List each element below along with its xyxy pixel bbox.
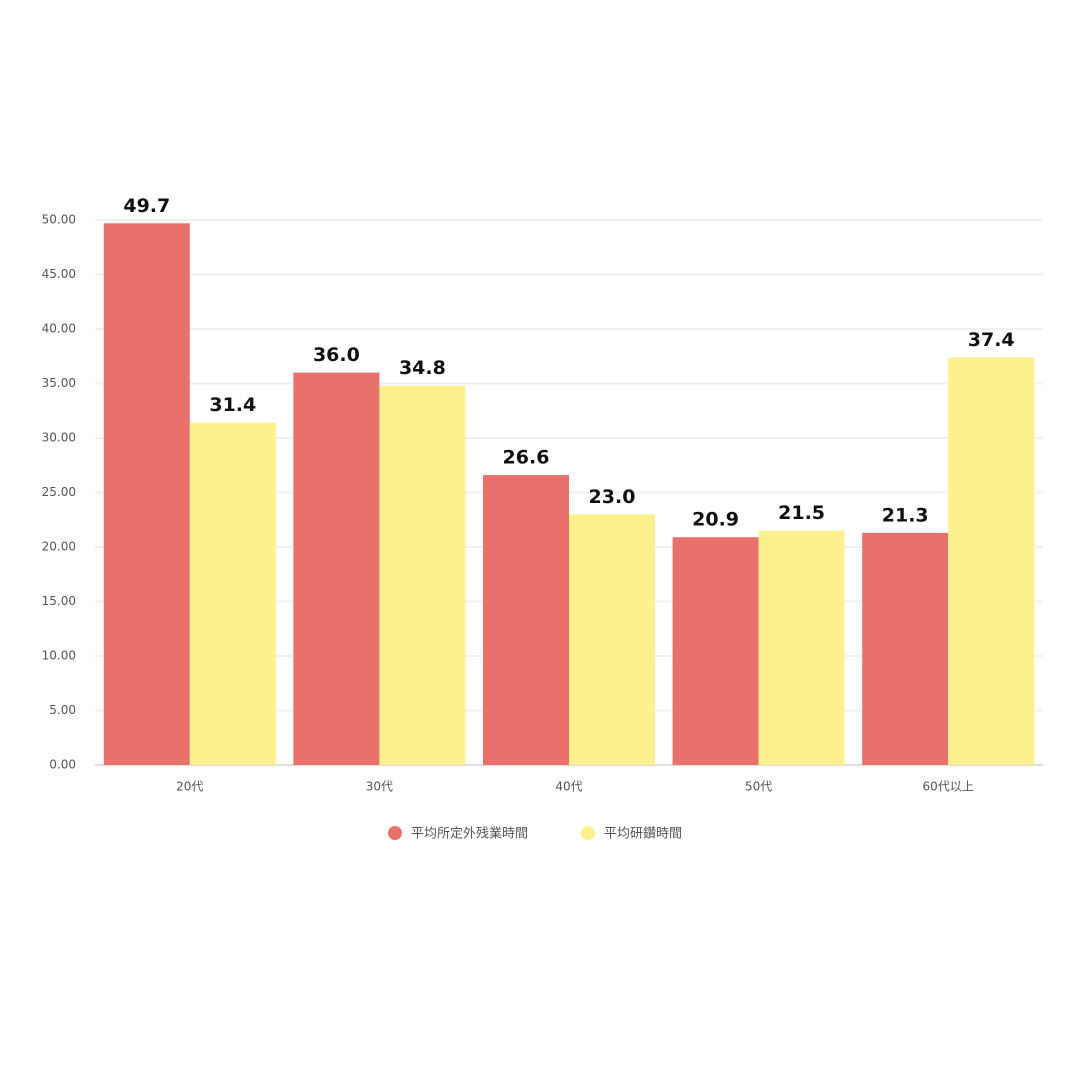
x-tick-label: 30代 [366,780,393,794]
value-label: 37.4 [968,329,1015,351]
value-label: 20.9 [692,509,739,531]
bar [379,385,466,765]
bar [103,223,190,765]
bar [862,532,949,765]
y-tick-label: 25.00 [42,485,76,499]
bar [569,514,655,765]
value-label: 36.0 [313,344,360,366]
legend-marker [581,826,595,840]
y-tick-label: 10.00 [42,649,76,663]
x-tick-label: 20代 [176,780,203,794]
x-tick-label: 60代以上 [923,780,974,794]
bar [948,357,1035,765]
y-tick-label: 30.00 [42,431,76,445]
y-tick-label: 40.00 [42,322,76,336]
y-tick-label: 0.00 [49,758,76,772]
y-tick-label: 35.00 [42,376,76,390]
value-label: 21.5 [778,502,825,524]
value-label: 34.8 [399,357,446,379]
legend-marker [388,826,402,840]
bar [758,530,845,765]
bar [293,372,380,765]
legend-label: 平均所定外残業時間 [411,826,528,842]
x-tick-label: 40代 [555,780,582,794]
y-tick-label: 5.00 [49,703,76,717]
bar [672,537,759,765]
legend-label: 平均研鑽時間 [604,826,682,842]
value-label: 23.0 [589,486,636,508]
y-tick-label: 20.00 [42,540,76,554]
y-tick-label: 15.00 [42,594,76,608]
x-tick-label: 50代 [745,780,772,794]
y-tick-label: 45.00 [42,267,76,281]
value-label: 26.6 [503,447,550,469]
value-label: 31.4 [209,394,256,416]
bar [483,475,569,765]
y-tick-label: 50.00 [42,213,76,227]
bar [189,422,276,765]
value-label: 49.7 [123,195,170,217]
value-label: 21.3 [882,504,929,526]
